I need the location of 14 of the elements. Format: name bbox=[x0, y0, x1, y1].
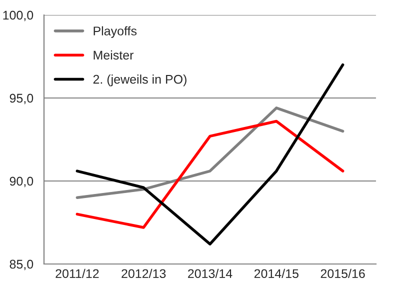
line-series bbox=[76, 120, 344, 229]
x-tick-label: 2012/13 bbox=[122, 268, 166, 278]
x-tick-label: 2013/14 bbox=[188, 268, 232, 278]
x-tick-label: 2011/12 bbox=[56, 268, 99, 278]
x-tick-label: 2014/15 bbox=[254, 268, 298, 278]
y-tick-label: 100,0 bbox=[3, 10, 34, 22]
x-tick-label: 2015/16 bbox=[320, 268, 365, 278]
y-tick-label: 85,0 bbox=[10, 260, 34, 270]
legend-label: Meister bbox=[94, 50, 134, 60]
y-tick-label: 90,0 bbox=[10, 176, 34, 188]
y-tick-label: 95,0 bbox=[10, 94, 34, 104]
legend-label: Playoffs bbox=[94, 26, 137, 38]
legend-label: 2. (jeweils in PO) bbox=[93, 74, 186, 86]
line-series bbox=[76, 63, 344, 246]
